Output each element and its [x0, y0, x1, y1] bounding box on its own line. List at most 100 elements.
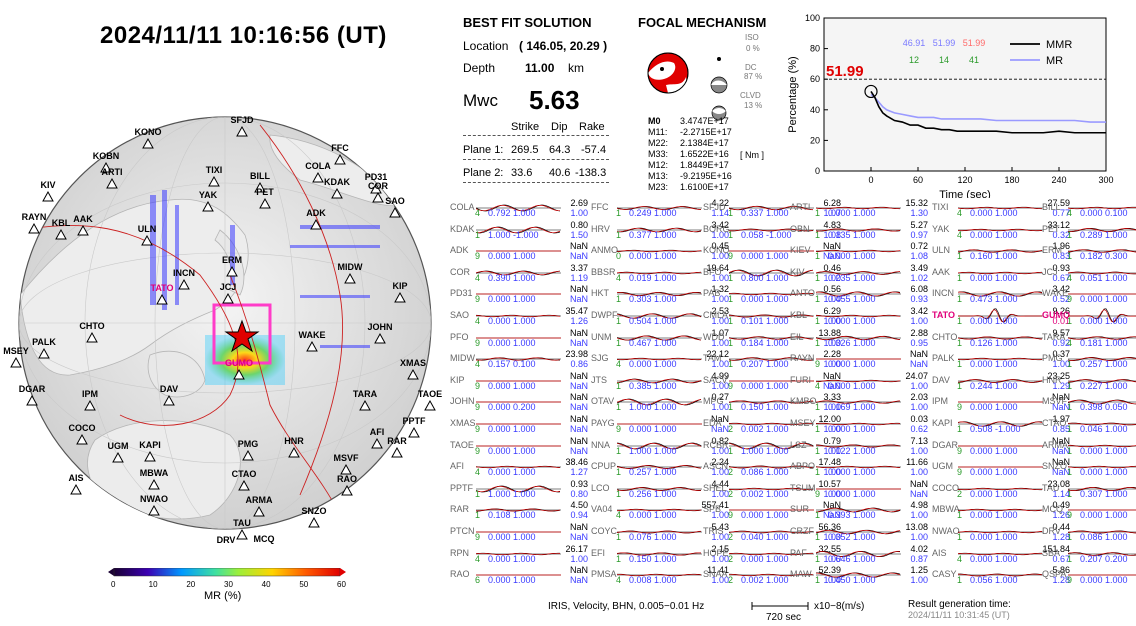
waveform-panel: DAV 23.25 1 0.244 1.000 1.29 — [932, 371, 1072, 391]
waveform-component-count: 9 — [957, 402, 963, 413]
waveform-ratio: 0.77 — [1052, 208, 1070, 218]
depth-unit: km — [568, 61, 584, 75]
waveform-amplitude: 0.03 — [910, 414, 928, 424]
waveform-fit-values: 0.000 1.000 — [488, 467, 536, 478]
station-triangle-icon — [372, 191, 384, 203]
waveform-ratio: 1.00 — [823, 488, 841, 499]
waveform-amplitude: 9.26 — [1052, 306, 1070, 316]
best-fit-solution-panel: BEST FIT SOLUTION Location ( 146.05, 20.… — [463, 15, 623, 183]
table-divider — [463, 159, 609, 160]
waveform-fit-values: 0.000 1.000 — [970, 553, 1018, 564]
station-label: SAO — [385, 196, 405, 206]
waveform-station: RAYN — [790, 353, 815, 364]
waveform-amplitude: 6.08 — [910, 284, 928, 295]
rake-header: Rake — [579, 121, 605, 133]
waveform-amplitude: NaN — [569, 284, 588, 295]
result-generation: Result generation time: 2024/11/11 10:31… — [908, 599, 1011, 620]
waveform-component-count: 1 — [1067, 445, 1073, 456]
waveform-station: SUR — [790, 504, 810, 515]
waveform-component-count: 1 — [475, 510, 481, 521]
station-label: FFC — [331, 143, 349, 153]
waveform-ratio: 1.00 — [823, 445, 841, 456]
waveform-amplitude: 23.98 — [565, 349, 588, 360]
waveform-trace — [1068, 422, 1136, 426]
waveform-fit-values: 0.150 1.000 — [741, 402, 789, 413]
waveform-station: BBSR — [591, 266, 616, 277]
y-tick-label: 0 — [815, 166, 820, 176]
waveform-trace — [476, 402, 561, 403]
waveform-ratio: NaN — [569, 251, 588, 262]
station-label: TARA — [353, 389, 378, 399]
waveform-ratio: 1.00 — [711, 229, 729, 240]
waveform-panel: TSUM NaN 9 0.000 1.000 NaN — [790, 479, 930, 499]
waveform-amplitude: 151.84 — [1042, 543, 1070, 554]
waveform-component-count: 4 — [957, 553, 963, 564]
station-triangle-icon — [233, 368, 245, 380]
waveform-component-count: 1 — [728, 272, 734, 283]
waveform-amplitude: 22.12 — [706, 349, 729, 360]
waveform-trace — [476, 423, 561, 425]
waveform-panel: KBL 3.42 1 0.000 1.000 1.00 — [790, 306, 930, 326]
station-label: BILL — [250, 171, 270, 181]
waveform-station: KIP — [450, 374, 465, 385]
waveform-trace — [816, 314, 901, 318]
waveform-panel: VA04 557.41 4 0.000 1.000 1.00 — [591, 500, 731, 520]
station-triangle-icon — [308, 516, 320, 528]
waveform-ratio: 1.00 — [711, 575, 729, 586]
waveform-station: MSVF — [1042, 396, 1068, 407]
waveform-component-count: 2 — [728, 553, 734, 564]
waveform-component-count: 1 — [815, 424, 821, 434]
result-time-label: Result generation time: — [908, 599, 1011, 610]
waveform-trace — [476, 250, 561, 252]
waveform-station: NWAO — [932, 526, 960, 536]
waveform-ratio: 1.14 — [711, 208, 729, 218]
waveform-amplitude: NaN — [822, 500, 841, 511]
waveform-ratio: 1.08 — [823, 229, 841, 240]
iso-label: ISO — [745, 33, 759, 42]
waveform-amplitude: NaN — [569, 565, 588, 576]
waveform-panel: IPM NaN 9 0.000 1.000 NaN — [932, 392, 1072, 412]
waveform-trace — [476, 380, 561, 382]
station-label: CTAO — [232, 469, 257, 479]
waveform-amplitude: 4.50 — [570, 500, 588, 511]
waveform-fit-values: 0.019 1.000 — [629, 272, 677, 283]
station-label: TAOE — [418, 389, 442, 399]
waveform-amplitude: NaN — [1051, 435, 1070, 446]
waveform-trace — [1068, 271, 1136, 275]
waveform-station: MBWA — [932, 504, 960, 515]
waveform-amplitude: 2.53 — [711, 306, 729, 316]
mr-colorbar: 0 10 20 30 40 50 60 MR (%) — [108, 567, 346, 602]
waveform-trace — [1068, 400, 1136, 405]
waveform-station: SNAA — [703, 569, 728, 580]
waveform-panel: KONO NaN 9 0.000 1.000 NaN — [703, 241, 843, 261]
station-triangle-icon — [208, 175, 220, 187]
waveform-trace — [958, 358, 1043, 361]
waveform-ratio: 0.67 — [1052, 272, 1070, 283]
iso-ball-icon — [717, 57, 721, 61]
waveform-station: COCO — [932, 482, 959, 493]
waveform-amplitude: 3.33 — [823, 392, 841, 403]
waveform-trace — [617, 206, 702, 210]
x-tick-label: 240 — [1051, 175, 1066, 185]
waveform-component-count: 9 — [728, 251, 734, 262]
dip-header: Dip — [551, 121, 568, 133]
waveform-component-count: 2 — [728, 488, 734, 499]
waveform-component-count: 2 — [728, 575, 734, 586]
waveform-fit-values: 0.000 1.000 — [828, 380, 876, 391]
waveform-ratio: 1.07 — [823, 208, 841, 218]
waveform-panel: PAB 0.56 1 0.000 1.000 1.00 — [703, 284, 843, 304]
waveform-panel: PMSA 11.41 4 0.008 1.000 1.00 — [591, 565, 731, 585]
station-triangle-icon — [391, 446, 403, 458]
station-triangle-icon — [331, 187, 343, 199]
waveform-ratio: 0.52 — [1052, 294, 1070, 305]
waveform-fit-values: 0.000 1.000 — [629, 251, 677, 262]
waveform-component-count: 2 — [957, 488, 963, 499]
station-label: GUMO — [225, 358, 253, 368]
waveform-trace — [476, 531, 561, 533]
waveform-amplitude: 0.56 — [823, 284, 841, 295]
waveform-component-count: 1 — [616, 380, 622, 391]
station-triangle-icon — [238, 479, 250, 491]
